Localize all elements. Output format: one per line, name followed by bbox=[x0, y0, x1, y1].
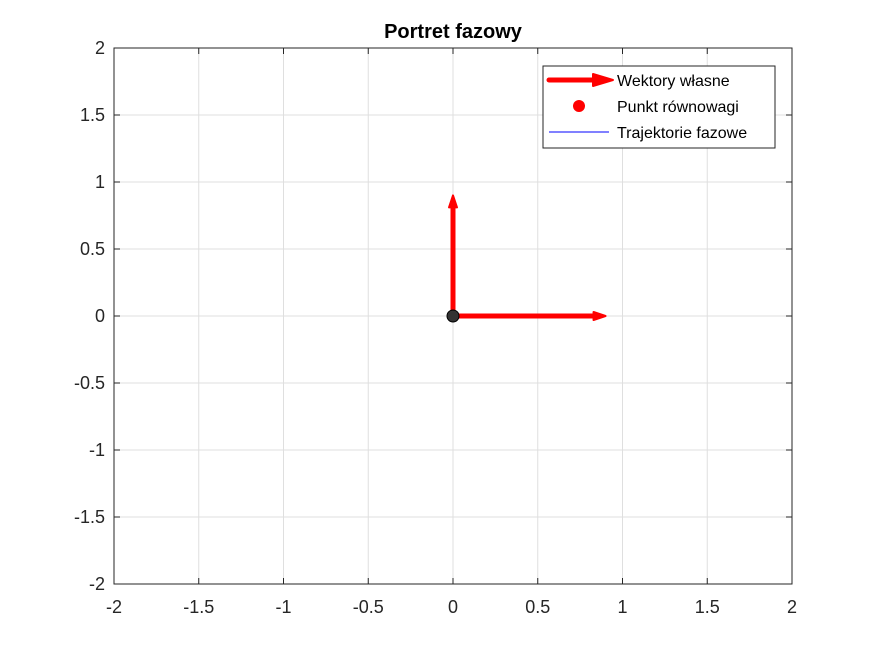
y-tick-label: 0.5 bbox=[80, 239, 105, 259]
eigenvector-arrow bbox=[448, 194, 458, 319]
legend-label: Punkt równowagi bbox=[617, 99, 739, 116]
y-tick-label: -1 bbox=[89, 440, 105, 460]
series bbox=[446, 194, 607, 323]
axes-ticks: -2 -1.5 -1 -0.5 0 0.5 1 1.5 2 -2 -1.5 -1 -0.5 0 0.5 1 1.… bbox=[74, 38, 797, 617]
x-tick-label: 1 bbox=[617, 597, 627, 617]
x-tick-label: -0.5 bbox=[353, 597, 384, 617]
x-tick-label: 0.5 bbox=[525, 597, 550, 617]
legend-label: Trajektorie fazowe bbox=[617, 125, 747, 142]
equilibrium-point bbox=[446, 309, 460, 323]
x-tick-label: -1.5 bbox=[183, 597, 214, 617]
y-tick-label: 1 bbox=[95, 172, 105, 192]
legend: Wektory własne Punkt równowagi Trajektorie… bbox=[542, 65, 776, 149]
x-tick-label: -1 bbox=[275, 597, 291, 617]
eigenvector-arrow-head bbox=[592, 311, 607, 321]
y-tick-label: -2 bbox=[89, 574, 105, 594]
y-tick-label: -0.5 bbox=[74, 373, 105, 393]
legend-label: Wektory własne bbox=[617, 73, 730, 90]
chart-title: Portret fazowy bbox=[384, 21, 523, 43]
y-tick-label: 2 bbox=[95, 38, 105, 58]
y-tick-label: -1.5 bbox=[74, 507, 105, 527]
eigenvector-arrow bbox=[450, 311, 607, 321]
x-tick-label: 2 bbox=[787, 597, 797, 617]
legend-arrow-icon-head bbox=[592, 73, 614, 87]
x-tick-label: -2 bbox=[106, 597, 122, 617]
eigenvector-arrow-head bbox=[448, 194, 458, 209]
x-tick-label: 1.5 bbox=[695, 597, 720, 617]
y-tick-label: 1.5 bbox=[80, 105, 105, 125]
x-tick-label: 0 bbox=[448, 597, 458, 617]
legend-arrow-icon bbox=[546, 73, 614, 87]
y-tick-label: 0 bbox=[95, 306, 105, 326]
legend-marker-icon bbox=[573, 100, 585, 112]
